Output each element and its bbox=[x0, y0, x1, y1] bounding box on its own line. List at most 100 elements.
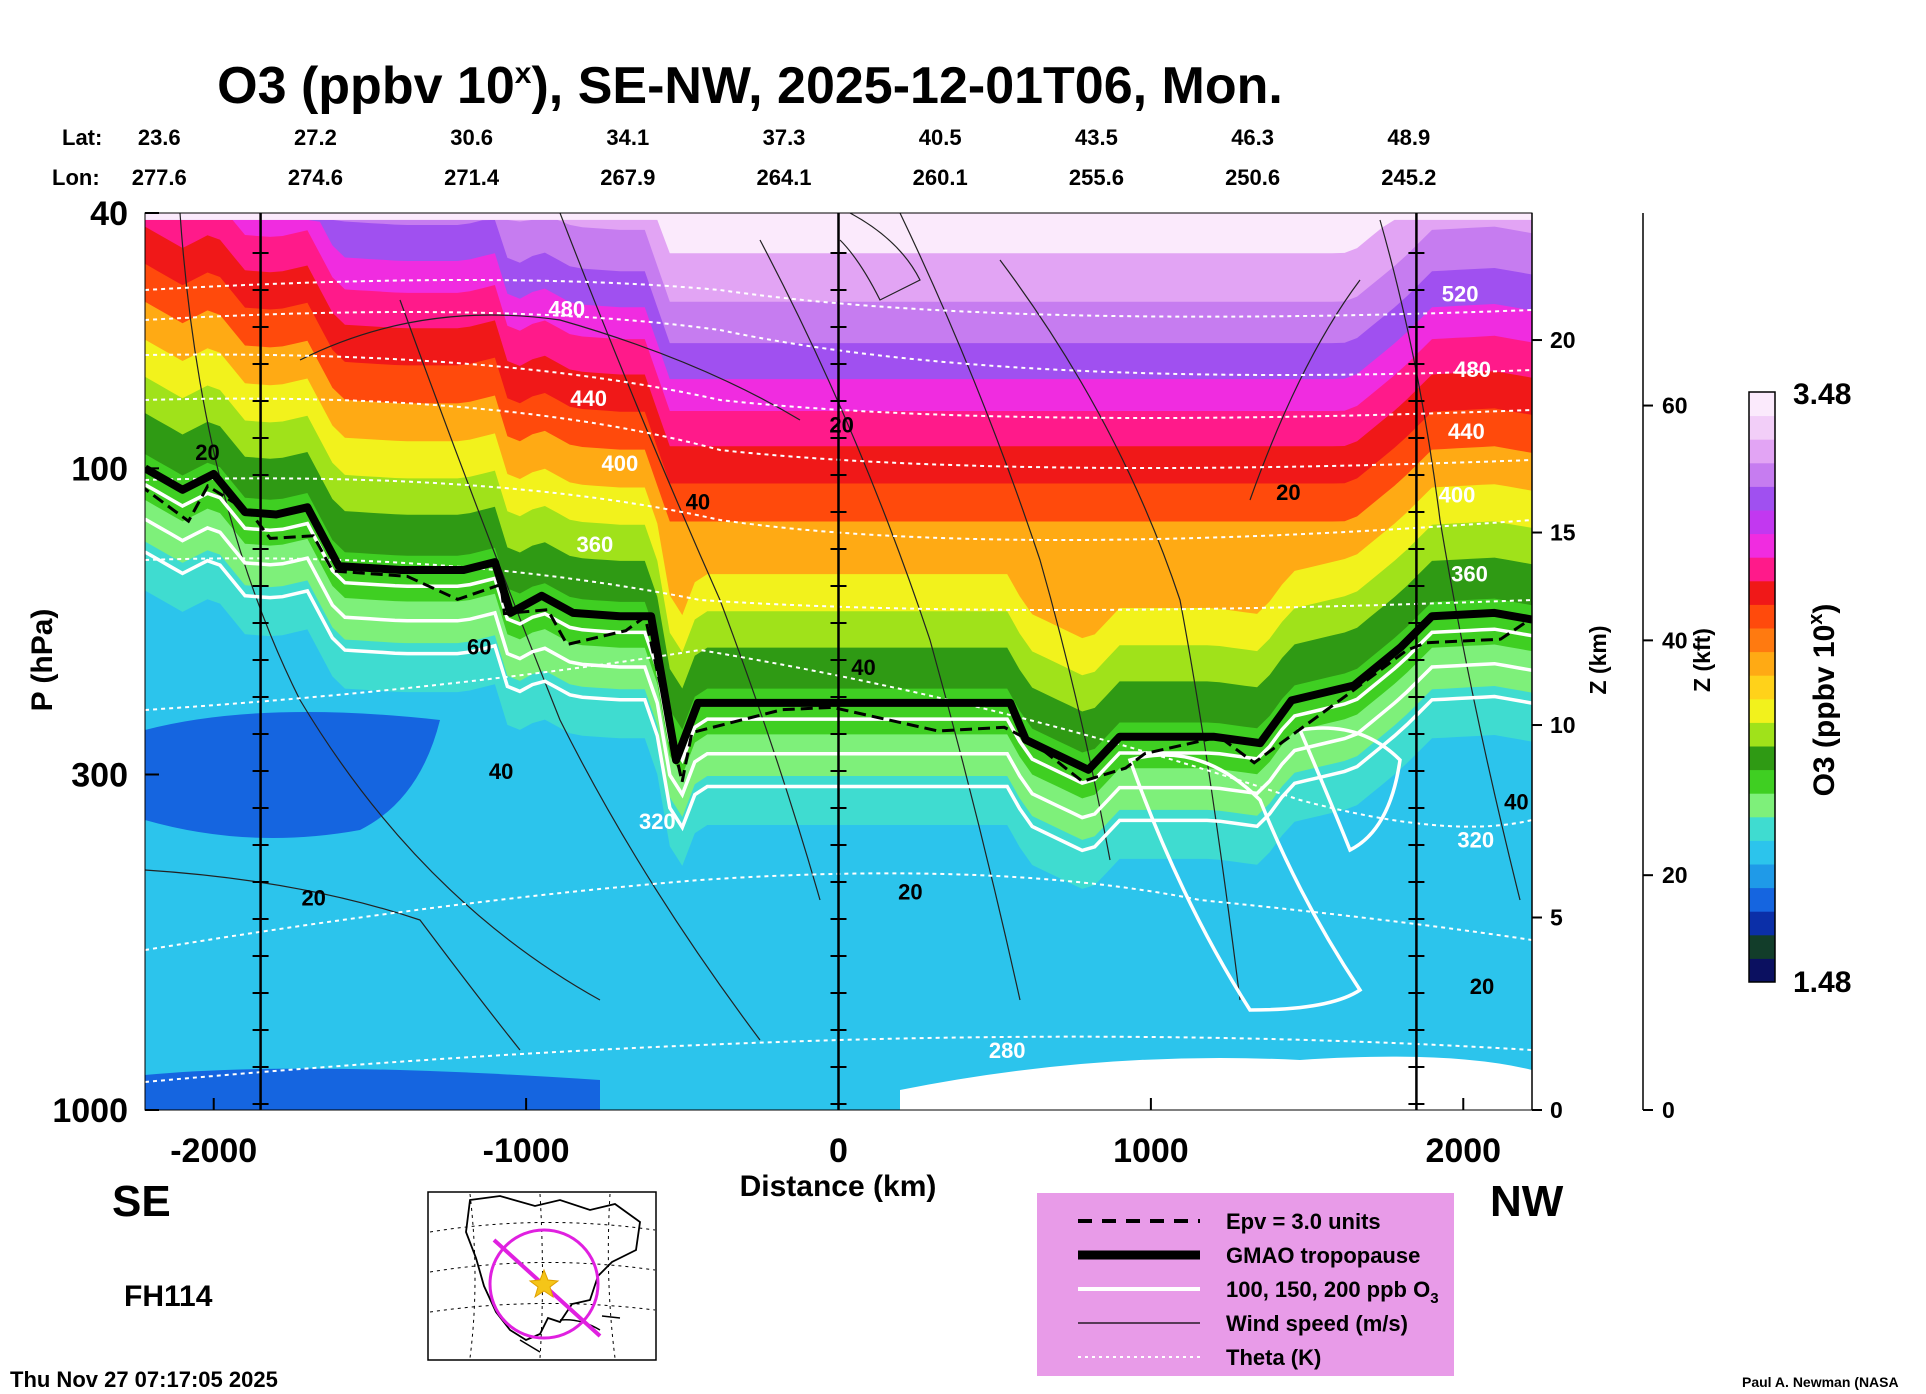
wind-contour-8 bbox=[299, 314, 801, 421]
station-lon: 271.4 bbox=[444, 165, 500, 190]
colorbar-swatch bbox=[1749, 816, 1775, 841]
colorbar-swatch bbox=[1749, 958, 1775, 983]
theta-contour-3 bbox=[145, 557, 1532, 611]
wind-contour-9 bbox=[145, 869, 521, 1051]
ozone-low-pocket bbox=[145, 712, 440, 838]
x-axis-title: Distance (km) bbox=[740, 1170, 937, 1203]
ozone-ppb-contour-tongue bbox=[1127, 753, 1363, 1012]
wind-contour-4 bbox=[899, 213, 1111, 861]
y-axis-title: P (hPa) bbox=[26, 609, 59, 712]
colorbar-title-end: ) bbox=[1808, 604, 1841, 614]
wind-speed-label: 20 bbox=[898, 880, 922, 905]
station-lon: 267.9 bbox=[600, 165, 655, 190]
timestamp: Thu Nov 27 07:17:05 2025 bbox=[10, 1367, 278, 1392]
station-vertical-lines bbox=[252, 213, 1425, 1110]
colorbar-swatch bbox=[1749, 769, 1775, 794]
station-lat: 27.2 bbox=[294, 125, 337, 150]
wind-contour-3 bbox=[759, 239, 1021, 1001]
theta-label: 360 bbox=[576, 532, 613, 557]
theta-label: 320 bbox=[1457, 828, 1494, 853]
x-axis: -2000 -1000 0 1000 2000 bbox=[170, 1098, 1501, 1170]
colorbar-min-label: 1.48 bbox=[1793, 966, 1851, 999]
station-lat: 34.1 bbox=[606, 125, 649, 150]
wind-contour-10 bbox=[839, 213, 921, 301]
theta-label: 520 bbox=[1442, 282, 1479, 307]
station-lat: 37.3 bbox=[763, 125, 806, 150]
wind-speed-label: 20 bbox=[1276, 480, 1300, 505]
theta-label: 320 bbox=[639, 809, 676, 834]
map-inset bbox=[427, 1191, 657, 1361]
credit: Paul A. Newman (NASA bbox=[1742, 1374, 1899, 1390]
theta-contour-8 bbox=[145, 279, 1532, 318]
station-lon: 250.6 bbox=[1225, 165, 1280, 190]
map-coastline-islands bbox=[519, 1315, 621, 1353]
title-superscript: x bbox=[515, 57, 532, 90]
tropopause-line bbox=[145, 464, 1532, 774]
below-ground-mask bbox=[900, 1056, 1532, 1110]
forecast-hour: FH114 bbox=[124, 1280, 213, 1313]
colorbar-swatch bbox=[1749, 864, 1775, 889]
z-km-tick-label: 0 bbox=[1550, 1097, 1563, 1123]
map-coastline bbox=[465, 1195, 641, 1342]
epv-dashed-line bbox=[145, 483, 1527, 784]
x-tick-label: -2000 bbox=[170, 1132, 257, 1170]
wind-speed-label: 40 bbox=[686, 490, 710, 515]
lon-label: Lon: bbox=[52, 165, 100, 190]
z-kft-tick-label: 20 bbox=[1662, 862, 1688, 888]
theta-label: 480 bbox=[548, 297, 585, 322]
chart-title: O3 (ppbv 10x), SE-NW, 2025-12-01T06, Mon… bbox=[217, 57, 1283, 115]
z-km-tick-label: 10 bbox=[1550, 712, 1576, 738]
colorbar-swatch bbox=[1749, 392, 1775, 417]
wind-speed-label: 40 bbox=[1504, 789, 1528, 814]
x-tick-label: 0 bbox=[829, 1132, 848, 1170]
z-km-tick-label: 15 bbox=[1550, 520, 1576, 546]
colorbar-swatch bbox=[1749, 722, 1775, 747]
colorbar-title-superscript: x bbox=[1805, 614, 1827, 625]
legend-label-subscript: 3 bbox=[1430, 1290, 1438, 1307]
ozone-low-surface bbox=[145, 1068, 600, 1110]
theta-label: 440 bbox=[570, 386, 607, 411]
station-lon: 274.6 bbox=[288, 165, 343, 190]
y-tick-label: 100 bbox=[71, 450, 128, 488]
station-lat: 43.5 bbox=[1075, 125, 1118, 150]
station-lon: 277.6 bbox=[132, 165, 187, 190]
title-rest: ), SE-NW, 2025-12-01T06, Mon. bbox=[531, 57, 1282, 115]
colorbar-swatch bbox=[1749, 887, 1775, 912]
ozone-ppb-contour-tongue-2 bbox=[1297, 726, 1402, 853]
wind-speed-label: 20 bbox=[195, 440, 219, 465]
theta-contour-5 bbox=[145, 397, 1532, 469]
station-lat: 40.5 bbox=[919, 125, 962, 150]
z-kft-title: Z (kft) bbox=[1689, 628, 1715, 692]
theta-label: 480 bbox=[1454, 357, 1491, 382]
colorbar bbox=[1748, 391, 1776, 983]
wind-contour-0 bbox=[179, 213, 601, 1001]
z-km-tick-label: 20 bbox=[1550, 327, 1576, 353]
z-km-tick-label: 5 bbox=[1550, 905, 1563, 931]
colorbar-swatch bbox=[1749, 486, 1775, 511]
y-tick-label: 1000 bbox=[52, 1092, 128, 1130]
colorbar-swatch bbox=[1749, 698, 1775, 723]
wind-speed-label: 40 bbox=[489, 759, 513, 784]
station-labels: 23.6 277.6 27.2 274.6 30.6 271.4 34.1 267.9 37.3… bbox=[132, 125, 1437, 190]
colorbar-swatch bbox=[1749, 793, 1775, 818]
colorbar-swatch bbox=[1749, 415, 1775, 440]
colorbar-swatch bbox=[1749, 439, 1775, 464]
y-tick-label: 40 bbox=[90, 195, 128, 233]
z-km-axis: 0 5 10 15 20 bbox=[1531, 213, 1576, 1123]
legend-label: Epv = 3.0 units bbox=[1226, 1209, 1381, 1234]
colorbar-swatch bbox=[1749, 911, 1775, 936]
colorbar-swatch bbox=[1749, 557, 1775, 582]
x-tick-label: 1000 bbox=[1113, 1132, 1189, 1170]
theta-label: 360 bbox=[1451, 561, 1488, 586]
theta-contour-1 bbox=[145, 872, 1532, 951]
z-kft-tick-label: 40 bbox=[1662, 627, 1688, 653]
nw-label: NW bbox=[1490, 1177, 1564, 1226]
station-lon: 264.1 bbox=[756, 165, 811, 190]
station-lat: 23.6 bbox=[138, 125, 181, 150]
wind-contour-2 bbox=[559, 213, 821, 901]
wind-speed-contours bbox=[145, 213, 1521, 1051]
colorbar-frame bbox=[1748, 391, 1776, 983]
wind-speed-label: 20 bbox=[1470, 974, 1494, 999]
